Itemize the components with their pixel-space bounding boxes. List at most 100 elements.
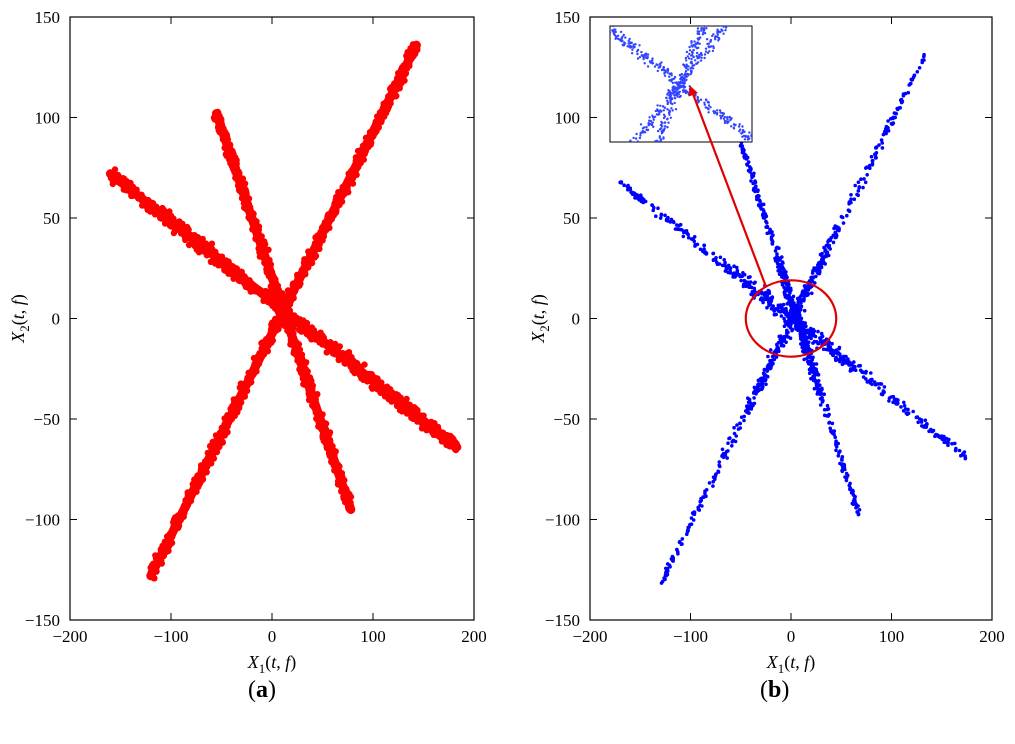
inset-point <box>633 147 635 149</box>
data-point <box>686 235 691 240</box>
data-point <box>778 258 782 262</box>
series-source-1 <box>659 52 926 585</box>
data-point <box>878 382 883 386</box>
data-point <box>834 348 839 352</box>
inset-point <box>685 63 688 66</box>
data-point <box>849 367 853 371</box>
y-axis-label: X2(t, f) <box>8 294 32 344</box>
data-point <box>770 295 775 299</box>
data-point <box>836 454 841 458</box>
data-point <box>870 163 875 167</box>
inset-point <box>615 35 618 38</box>
inset-point <box>716 35 719 39</box>
inset-point <box>652 116 655 119</box>
inset-point <box>723 121 727 125</box>
data-point <box>769 307 774 311</box>
inset-point <box>621 156 623 158</box>
inset-point <box>601 23 603 25</box>
data-point <box>891 115 895 120</box>
data-point <box>845 213 849 218</box>
inset-point <box>721 114 724 118</box>
data-point <box>937 435 942 440</box>
data-point <box>752 289 757 293</box>
inset-point <box>719 117 723 120</box>
data-point <box>802 345 806 350</box>
data-point <box>725 456 729 460</box>
inset-point <box>635 144 637 146</box>
data-point <box>862 370 866 375</box>
inset-point <box>755 142 757 144</box>
data-point <box>907 83 911 87</box>
inset-point <box>630 143 632 145</box>
data-point <box>722 258 726 262</box>
inset-point <box>602 21 604 23</box>
data-point <box>635 193 640 197</box>
data-point <box>906 411 911 416</box>
inset-point <box>748 131 751 134</box>
data-point <box>881 132 886 137</box>
inset-point <box>696 95 699 99</box>
y-tick-label: −50 <box>553 410 580 429</box>
x-tick-label: 100 <box>879 627 905 646</box>
inset-point <box>716 109 719 112</box>
inset-point <box>703 12 705 14</box>
inset-point <box>656 108 659 111</box>
inset-point <box>734 13 736 15</box>
inset-point <box>619 30 623 34</box>
inset-point <box>625 160 627 162</box>
inset-point <box>720 28 723 31</box>
data-point <box>915 70 920 74</box>
data-point <box>827 245 831 249</box>
data-point <box>665 572 670 577</box>
inset-point <box>679 84 682 88</box>
data-point <box>785 334 789 339</box>
y-tick-label: 150 <box>555 8 581 27</box>
inset-point <box>638 44 641 47</box>
inset-point <box>623 42 626 46</box>
inset-point <box>666 108 669 111</box>
inset-point <box>703 56 706 60</box>
inset-point <box>744 134 747 138</box>
data-point <box>816 373 821 377</box>
inset-point <box>668 72 671 76</box>
data-point <box>762 374 767 379</box>
inset-point <box>707 104 711 107</box>
data-point <box>784 306 788 311</box>
inset-point <box>638 56 642 59</box>
data-point <box>794 325 799 329</box>
inset-point <box>734 6 736 8</box>
inset-point <box>653 115 657 119</box>
data-point <box>806 344 810 348</box>
inset-point <box>615 159 617 161</box>
inset-point <box>624 36 627 39</box>
data-point <box>829 429 833 434</box>
inset-point <box>650 123 654 127</box>
data-point <box>816 329 820 334</box>
data-point <box>827 412 831 417</box>
inset-point <box>682 86 686 89</box>
inset-point <box>662 65 665 69</box>
data-point <box>810 291 814 296</box>
inset-point <box>704 47 708 50</box>
inset-point <box>730 117 733 120</box>
inset-point <box>624 154 626 156</box>
inset-point <box>722 32 725 35</box>
inset-point <box>667 94 671 97</box>
data-point <box>827 420 832 425</box>
inset-point <box>724 22 726 24</box>
data-point <box>630 190 634 195</box>
data-point <box>920 424 924 428</box>
inset-point <box>628 150 630 152</box>
inset-point <box>736 11 738 13</box>
inset-point <box>612 26 615 28</box>
data-point <box>802 324 807 329</box>
data-point <box>748 275 752 279</box>
inset-point <box>737 125 741 128</box>
data-point <box>633 196 637 200</box>
data-point <box>742 156 747 160</box>
inset-points <box>601 6 763 162</box>
inset-point <box>761 140 763 142</box>
data-point <box>869 371 873 375</box>
data-point <box>833 435 837 440</box>
